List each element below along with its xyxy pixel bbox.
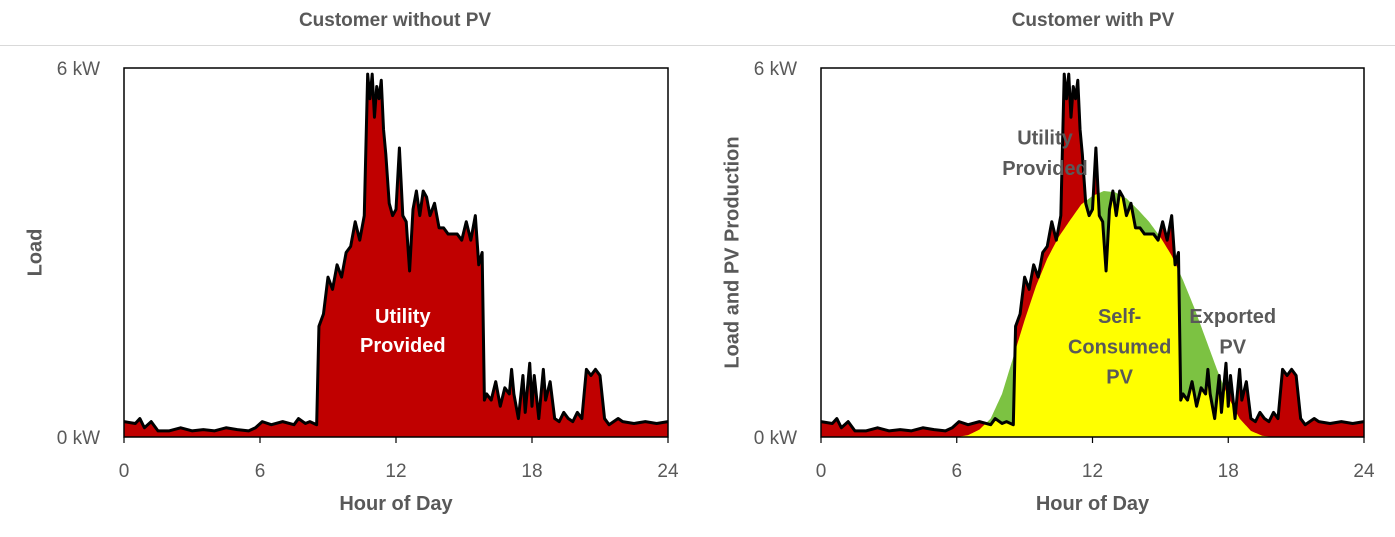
- self-consumed-pv-area: [821, 191, 1364, 437]
- x-tick-label: 24: [657, 461, 679, 482]
- y-tick-label: 6 kW: [57, 59, 100, 80]
- y-tick-label: 0 kW: [57, 428, 100, 449]
- x-tick-label: 18: [1218, 461, 1239, 482]
- x-tick-label: 6: [951, 461, 962, 482]
- annotation-label: Provided: [1002, 158, 1088, 180]
- load-line: [123, 72, 669, 433]
- title-divider: [0, 45, 1395, 46]
- chart-title-left: Customer without PV: [298, 10, 492, 31]
- x-tick-label: 24: [1353, 461, 1375, 482]
- x-tick-label: 12: [385, 461, 406, 482]
- annotation-label: Self-: [1098, 306, 1141, 328]
- annotation-label: PV: [1219, 336, 1246, 358]
- x-tick-label: 12: [1082, 461, 1103, 482]
- y-tick-label: 0 kW: [754, 428, 797, 449]
- annotation-label: Utility: [1017, 127, 1073, 149]
- annotation-label: Exported: [1189, 306, 1276, 328]
- chart-without-pv: 0 6 12 18 24 0 kW 6 kW Hour of Day Load Utility Pr…: [24, 59, 679, 515]
- chart-title-right: Customer with PV: [1011, 10, 1175, 31]
- x-axis-title: Hour of Day: [339, 493, 453, 515]
- x-tick-label: 18: [521, 461, 542, 482]
- y-axis-title: Load and PV Production: [721, 136, 743, 368]
- x-tick-label: 6: [255, 461, 266, 482]
- x-tick-label: 0: [816, 461, 827, 482]
- y-tick-label: 6 kW: [754, 59, 797, 80]
- chart-with-pv: 0 6 12 18 24 0 kW 6 kW Hour of Day Load and PV P…: [721, 59, 1375, 515]
- y-axis-title: Load: [24, 229, 46, 277]
- x-tick-label: 0: [119, 461, 130, 482]
- load-line: [820, 72, 1365, 433]
- annotation-label: Consumed: [1068, 336, 1171, 358]
- annotation-label: PV: [1106, 366, 1133, 388]
- annotation-label: Utility: [375, 306, 431, 328]
- x-axis-title: Hour of Day: [1036, 493, 1150, 515]
- annotation-label: Provided: [360, 335, 446, 357]
- utility-provided-area: [124, 74, 668, 438]
